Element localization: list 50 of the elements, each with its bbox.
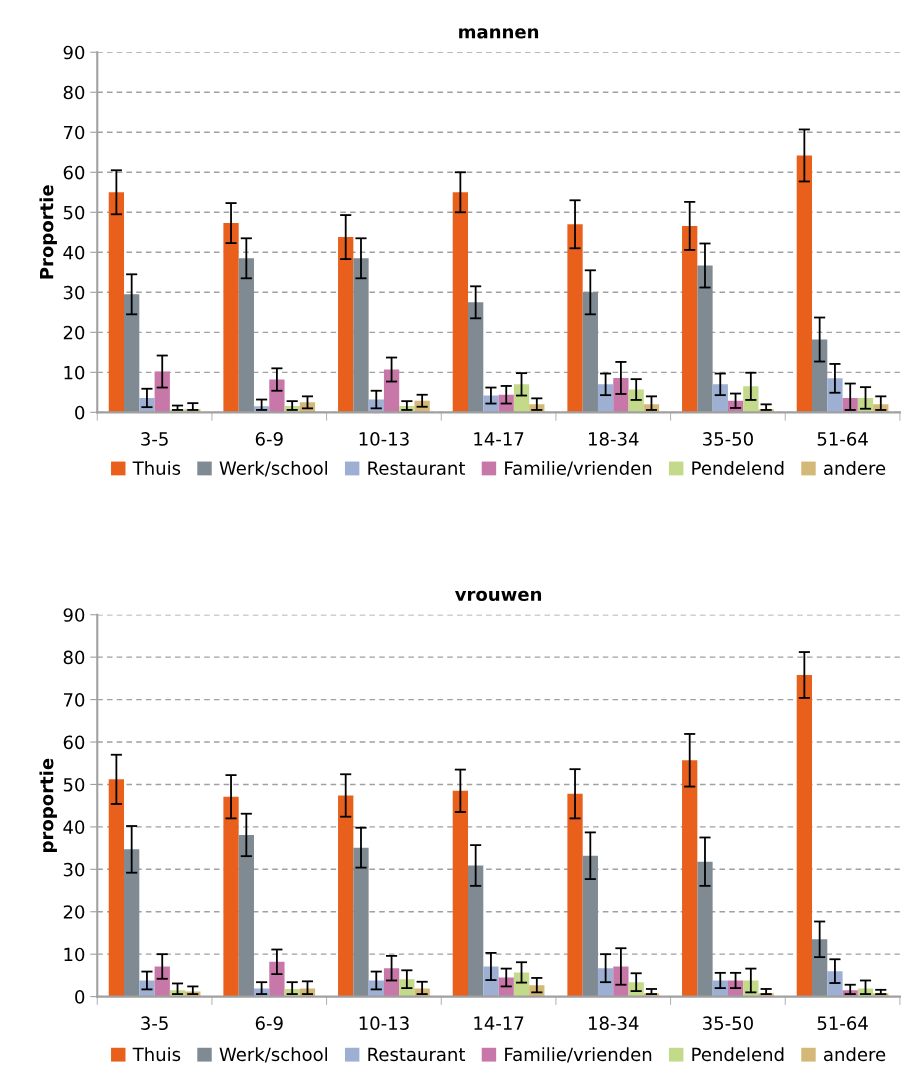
y-tick-label: 10: [64, 365, 85, 380]
y-tick-label: 90: [63, 608, 85, 622]
y-tick-label: 60: [63, 735, 85, 750]
y-tick-label: 0: [75, 990, 85, 1004]
y-tick-label: 10: [64, 947, 85, 962]
y-tick-label: 40: [63, 820, 85, 834]
legend-label: Pendelend: [692, 461, 784, 475]
y-axis-title: proportie: [39, 758, 57, 852]
y-tick-label: 50: [63, 777, 85, 792]
x-tick-label: 14-17: [474, 1016, 524, 1030]
y-tick-label: 30: [63, 285, 85, 300]
x-tick-label: 18-34: [589, 432, 639, 446]
legend-label: Restaurant: [368, 1047, 466, 1062]
legend-label: Familie/vrienden: [505, 461, 652, 477]
y-tick-label: 0: [75, 405, 85, 420]
x-tick-label: 14-17: [474, 432, 524, 446]
legend-label: Thuis: [132, 461, 181, 475]
chart-title: mannen: [459, 28, 539, 39]
y-tick-label: 70: [63, 693, 85, 707]
x-tick-label: 6-9: [255, 432, 283, 446]
y-tick-label: 30: [63, 862, 85, 877]
x-tick-label: 51-64: [817, 1016, 868, 1031]
y-tick-label: 50: [63, 205, 85, 220]
legend-label: Familie/vrienden: [505, 1047, 652, 1063]
x-tick-label: 18-34: [589, 1016, 639, 1031]
legend-label: Thuis: [132, 1047, 181, 1062]
y-tick-label: 70: [63, 125, 85, 140]
x-tick-label: 10-13: [359, 432, 409, 446]
x-tick-label: 6-9: [255, 1016, 283, 1031]
y-tick-label: 80: [63, 650, 85, 665]
x-tick-label: 35-50: [703, 432, 753, 446]
y-axis-title: Proportie: [39, 185, 57, 279]
legend-label: andere: [824, 1047, 886, 1062]
y-tick-label: 60: [63, 165, 85, 180]
legend-label: andere: [824, 461, 886, 475]
x-tick-label: 3-5: [141, 432, 168, 446]
x-tick-label: 3-5: [141, 1016, 168, 1031]
chart-title: vrouwen: [455, 590, 542, 602]
x-tick-label: 10-13: [359, 1016, 409, 1031]
y-tick-label: 20: [63, 905, 85, 919]
y-tick-label: 20: [63, 325, 85, 340]
x-tick-label: 35-50: [703, 1016, 753, 1031]
y-tick-label: 90: [63, 45, 85, 60]
legend-label: Restaurant: [368, 461, 466, 475]
legend-label: Werk/school: [219, 1047, 328, 1063]
y-tick-label: 80: [63, 85, 85, 100]
legend-label: Werk/school: [219, 461, 328, 477]
x-tick-label: 51-64: [817, 432, 868, 446]
legend-label: Pendelend: [692, 1047, 784, 1062]
y-tick-label: 40: [63, 245, 85, 260]
